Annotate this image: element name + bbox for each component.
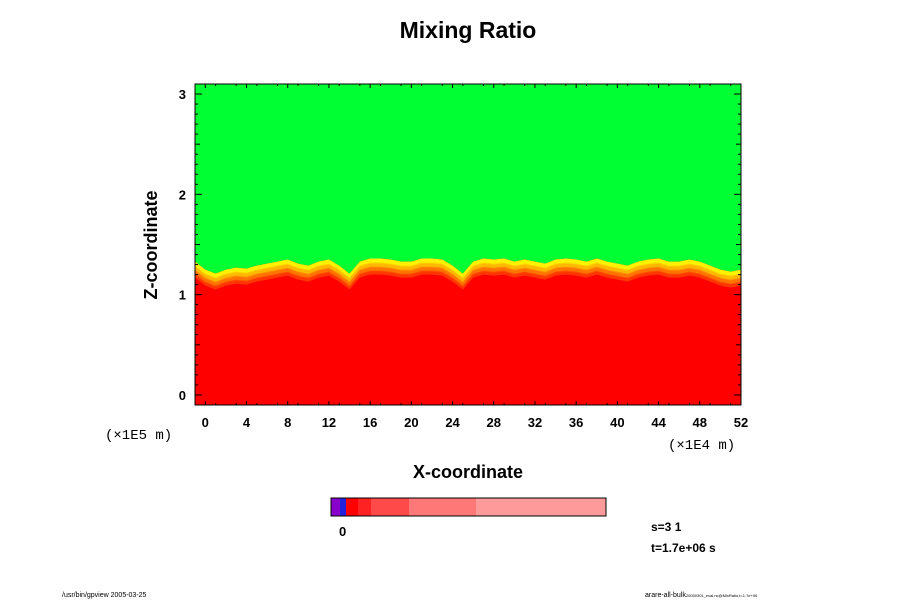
x-tick-label: 20: [404, 415, 418, 430]
upper-green-region: [195, 84, 741, 274]
chart-title: Mixing Ratio: [400, 17, 537, 43]
footer-command: /usr/bin/gpview 2005-03-25: [62, 592, 147, 599]
x-tick-label: 52: [734, 415, 748, 430]
x-tick-label: 4: [243, 415, 251, 430]
y-tick-label: 2: [179, 187, 186, 202]
time-info: t=1.7e+06 s: [651, 541, 716, 555]
x-axis-label: X-coordinate: [413, 462, 523, 482]
x-tick-label: 24: [445, 415, 460, 430]
transition-band-red-orange: [195, 270, 741, 290]
x-tick-label: 40: [610, 415, 624, 430]
x-tick-label: 32: [528, 415, 542, 430]
y-tick-label: 1: [179, 288, 186, 303]
colorbar-frame: [330, 497, 607, 517]
x-tick-label: 44: [651, 415, 666, 430]
y-tick-label: 3: [179, 87, 186, 102]
transition-band-yellow: [195, 258, 741, 279]
transition-band-orange: [195, 266, 741, 287]
colorbar-swatch: [340, 498, 346, 516]
y-axis-label: Z-coordinate: [141, 190, 161, 299]
footer-run-name: arare-all-bulk: [645, 592, 686, 599]
x-tick-label: 16: [363, 415, 377, 430]
x-tick-label: 28: [487, 415, 501, 430]
transition-band-gold: [195, 262, 741, 283]
colorbar: [330, 497, 607, 517]
colorbar-swatch: [371, 498, 409, 516]
y-axis-scale-note: (×1E5 m): [105, 428, 172, 444]
colorbar-swatch: [409, 498, 476, 516]
colorbar-label: 0: [339, 524, 346, 539]
x-tick-label: 12: [322, 415, 336, 430]
x-tick-label: 36: [569, 415, 583, 430]
x-axis-scale-note: (×1E4 m): [668, 438, 735, 454]
y-tick-label: 0: [179, 388, 186, 403]
x-tick-label: 0: [202, 415, 209, 430]
colorbar-swatch: [346, 498, 358, 516]
colorbar-swatch: [331, 498, 340, 516]
colorbar-swatch: [476, 498, 606, 516]
x-tick-label: 8: [284, 415, 291, 430]
step-info: s=3 1: [651, 520, 682, 534]
footer-run-info: arare-all-bulk20050301_eval.nc@MixRatio,…: [645, 592, 758, 599]
x-tick-label: 48: [693, 415, 707, 430]
footer-run-detail: 20050301_eval.nc@MixRatio,t=1.7e+06: [686, 593, 758, 598]
colorbar-swatch: [358, 498, 371, 516]
